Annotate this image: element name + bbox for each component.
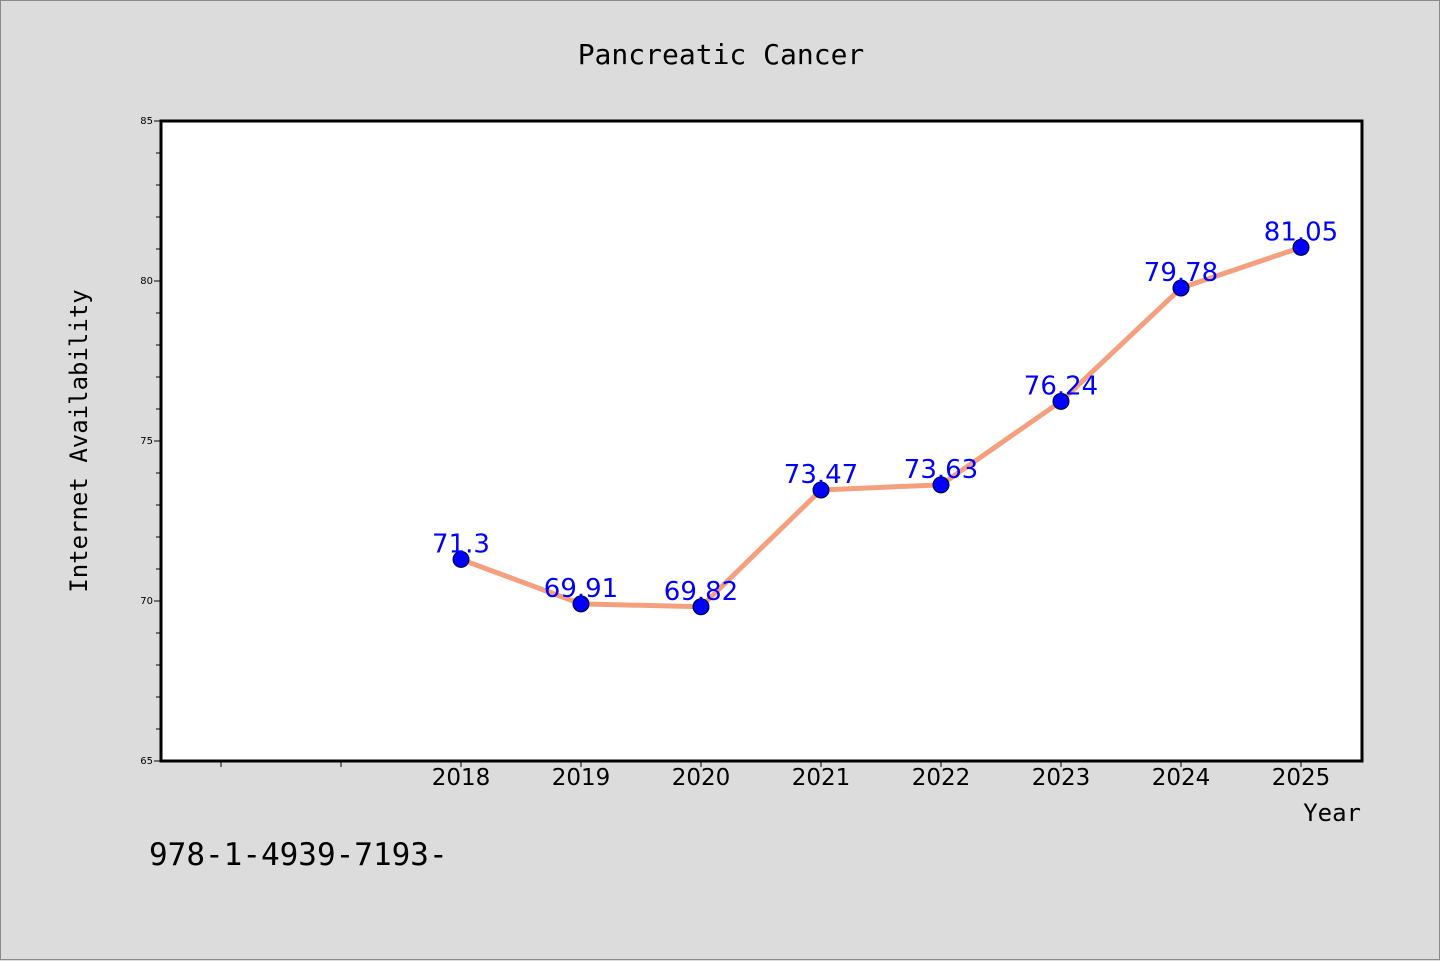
data-label: 73.47 <box>784 460 858 490</box>
chart-title: Pancreatic Cancer <box>578 38 865 71</box>
data-label: 71.3 <box>432 529 490 559</box>
data-point <box>572 595 590 613</box>
y-tick-label: 80 <box>140 276 153 287</box>
y-tick-label: 85 <box>140 116 153 127</box>
data-point <box>452 550 470 568</box>
x-tick-label: 2018 <box>432 765 491 791</box>
x-tick-label: 2020 <box>672 765 731 791</box>
x-tick-label: 2024 <box>1152 765 1211 791</box>
footer-code: 978-1-4939-7193- <box>149 837 448 873</box>
y-tick-label: 65 <box>140 756 153 767</box>
data-labels-group: 71.3 69.91 69.82 73.47 73.63 76.24 79.78 81.05 <box>432 217 1338 606</box>
data-label: 79.78 <box>1144 258 1218 288</box>
plot-area <box>159 119 1364 763</box>
x-tick-label: 2021 <box>792 765 851 791</box>
x-tick-label: 2023 <box>1032 765 1091 791</box>
data-point <box>1052 392 1070 410</box>
data-point <box>692 598 710 616</box>
x-axis-label: Year <box>1303 799 1361 827</box>
x-axis-ticks: 2018 2019 2020 2021 2022 2023 2024 2025 <box>220 761 1331 791</box>
x-tick-label: 2025 <box>1272 765 1331 791</box>
data-point <box>1292 238 1310 256</box>
x-tick-label: 2022 <box>912 765 971 791</box>
y-axis-label: Internet Availability <box>65 289 93 592</box>
series-line-group <box>458 244 1304 610</box>
y-tick-label: 70 <box>140 596 153 607</box>
data-label: 69.82 <box>664 577 738 607</box>
data-point <box>812 481 830 499</box>
data-label: 81.05 <box>1264 217 1338 247</box>
y-axis-ticks: 65 70 75 80 85 <box>140 116 161 767</box>
data-point <box>932 476 950 494</box>
data-label: 76.24 <box>1024 371 1098 401</box>
data-point <box>1172 279 1190 297</box>
data-label: 69.91 <box>544 574 618 604</box>
data-label: 73.63 <box>904 455 978 485</box>
markers-group <box>452 238 1310 616</box>
y-tick-label: 75 <box>140 436 153 447</box>
x-tick-label: 2019 <box>552 765 611 791</box>
series-line <box>458 244 1304 610</box>
